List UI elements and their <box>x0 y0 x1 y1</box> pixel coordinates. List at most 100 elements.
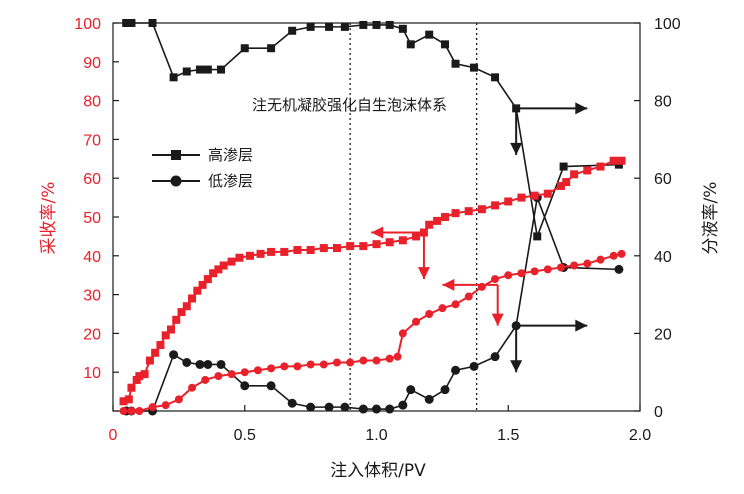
data-point-square <box>198 280 207 289</box>
data-point-circle <box>504 271 513 280</box>
x-tick-label: 1.5 <box>497 427 519 444</box>
data-point-square <box>182 302 191 311</box>
data-point-square <box>372 240 381 249</box>
data-point-circle <box>182 358 192 367</box>
data-point-circle <box>266 381 276 391</box>
data-point-square <box>219 261 228 270</box>
x-tick-label: 0.5 <box>234 427 256 444</box>
data-point-circle <box>319 360 328 369</box>
data-point-square <box>359 20 368 29</box>
data-point-square <box>127 383 136 392</box>
data-point-circle <box>358 404 368 414</box>
data-point-square <box>193 286 202 295</box>
arrow-high-right-head <box>575 102 588 115</box>
data-point-square <box>570 170 579 179</box>
data-point-square <box>609 156 618 165</box>
data-point-circle <box>119 407 128 415</box>
data-point-circle <box>517 269 526 278</box>
chart-area: 0 0.5 1.0 1.5 2.0 10 20 30 40 50 60 70 80 90 100 0 20 40 6… <box>74 16 681 444</box>
data-point-square <box>246 251 255 260</box>
data-point-square <box>214 265 223 274</box>
data-point-circle <box>127 407 136 415</box>
data-point-square <box>332 244 341 253</box>
data-point-circle <box>385 404 395 414</box>
data-point-circle <box>451 365 461 375</box>
data-point-square <box>127 19 136 27</box>
data-point-square <box>398 236 407 245</box>
data-point-circle <box>216 359 226 369</box>
data-point-circle <box>161 401 170 410</box>
data-point-circle <box>203 359 213 369</box>
x-tick-label: 0 <box>109 427 118 444</box>
data-point-square <box>135 372 144 381</box>
data-point-circle <box>393 352 402 361</box>
data-point-circle <box>440 385 450 395</box>
data-point-circle <box>240 381 250 391</box>
data-point-circle <box>372 356 381 365</box>
data-point-square <box>267 247 276 256</box>
data-point-circle <box>214 372 223 381</box>
data-point-square <box>203 65 212 74</box>
data-point-square <box>425 220 434 229</box>
data-point-square <box>148 19 157 27</box>
plot-frame <box>112 22 641 412</box>
data-point-square <box>122 19 131 27</box>
series-line-3 <box>123 252 622 412</box>
arrow-red-lower-left-head <box>442 278 455 291</box>
arrow-high-down-head <box>510 142 523 155</box>
data-point-square <box>451 59 460 68</box>
data-point-circle <box>324 402 334 412</box>
arrow-red-upper-left-head <box>371 226 384 239</box>
data-point-square <box>119 397 128 406</box>
data-point-circle <box>491 275 500 284</box>
x-axis-title: 注入体积/PV <box>330 461 426 481</box>
data-point-square <box>477 205 486 214</box>
data-point-circle <box>412 317 421 326</box>
data-point-circle <box>543 265 552 274</box>
y-left-tick-label: 90 <box>83 55 101 72</box>
data-point-circle <box>424 394 434 404</box>
data-point-square <box>596 162 605 171</box>
data-point-square <box>562 178 571 187</box>
data-point-square <box>425 30 434 39</box>
y-right-tick-label: 40 <box>654 249 672 266</box>
y-left-tick-label: 80 <box>83 94 101 111</box>
y-right-tick-label: 0 <box>654 404 663 421</box>
data-point-circle <box>530 267 539 276</box>
data-point-circle <box>583 259 592 268</box>
data-point-circle <box>609 251 618 260</box>
data-point-square <box>441 40 450 49</box>
arrow-low-down-head <box>510 360 523 373</box>
x-tick-label: 1.0 <box>365 427 387 444</box>
arrow-low-right-head <box>575 319 588 332</box>
data-point-square <box>169 73 178 82</box>
y-right-tick-label: 100 <box>654 16 681 33</box>
data-point-square <box>306 245 315 254</box>
data-point-circle <box>614 264 624 274</box>
data-point-square <box>469 63 478 72</box>
data-point-square <box>319 244 328 253</box>
legend-label-high: 高渗层 <box>208 146 253 164</box>
y-left-tick-label: 50 <box>83 210 101 227</box>
data-point-square <box>235 253 244 262</box>
y-left-tick-label: 60 <box>83 171 101 188</box>
data-point-square <box>372 20 381 29</box>
data-point-square <box>617 156 626 165</box>
y-left-axis-title: 采收率/% <box>39 182 59 255</box>
series-line-1 <box>126 194 619 412</box>
data-point-square <box>543 189 552 198</box>
y-left-tick-label: 70 <box>83 132 101 149</box>
legend-label-low: 低渗层 <box>208 172 253 190</box>
data-point-circle <box>346 358 355 367</box>
data-point-square <box>203 275 212 284</box>
data-point-circle <box>148 403 157 412</box>
data-point-circle <box>490 352 500 362</box>
data-point-square <box>406 40 415 49</box>
annotation-text: 注无机凝胶强化自生泡沫体系 <box>252 96 447 114</box>
data-point-circle <box>385 354 394 363</box>
data-point-circle <box>469 361 479 371</box>
y-left-tick-label: 30 <box>83 288 101 305</box>
data-point-circle <box>201 375 210 384</box>
data-point-circle <box>306 402 316 412</box>
